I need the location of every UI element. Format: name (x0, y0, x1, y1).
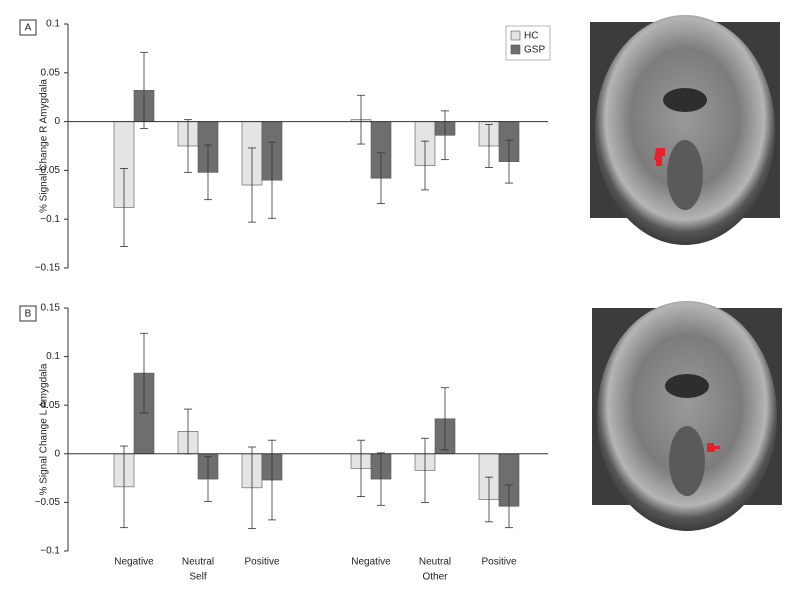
error-bar (441, 387, 449, 451)
x-tick-label: Positive (244, 557, 279, 568)
group-label: Self (189, 572, 206, 583)
x-tick-label: Neutral (182, 557, 214, 568)
y-axis-label: % Signal Change L Amygdala (39, 363, 50, 495)
brain-image-a (590, 15, 780, 245)
error-bar (184, 119, 192, 173)
y-tick-label: 0.05 (41, 400, 61, 411)
error-bar (421, 437, 429, 503)
legend-swatch (510, 30, 521, 41)
error-bar (505, 484, 513, 529)
error-bar (120, 168, 128, 247)
error-bar (204, 456, 212, 502)
error-bar (248, 446, 256, 530)
error-bar (140, 332, 148, 414)
y-tick-label: −0.05 (35, 497, 61, 508)
panel-label: B (25, 309, 32, 320)
y-tick-label: −0.05 (35, 165, 61, 176)
x-tick-label: Neutral (419, 557, 451, 568)
error-bar (357, 94, 365, 145)
y-tick-label: −0.1 (40, 214, 60, 225)
panel-box (19, 19, 37, 36)
error-bar (505, 139, 513, 184)
error-bar (268, 439, 276, 521)
error-bar (120, 445, 128, 529)
group-label: Other (422, 572, 448, 583)
error-bar (184, 408, 192, 455)
error-bar (441, 110, 449, 161)
y-tick-label: 0 (54, 116, 60, 127)
error-bar (268, 141, 276, 219)
y-tick-label: 0.1 (46, 19, 60, 30)
error-bar (377, 152, 385, 204)
y-axis-label: % Signal Change R Amygdala (39, 79, 50, 213)
legend-label: GSP (524, 45, 545, 56)
panel-box (19, 305, 37, 322)
error-bar (140, 51, 148, 129)
y-tick-label: −0.15 (35, 263, 61, 274)
error-bar (204, 144, 212, 201)
y-tick-label: −0.1 (40, 546, 60, 557)
y-tick-label: 0.1 (46, 351, 60, 362)
brain-image-b (592, 301, 782, 531)
x-tick-label: Positive (481, 557, 516, 568)
error-bar (421, 140, 429, 191)
error-bar (357, 439, 365, 497)
y-tick-label: 0.05 (41, 67, 61, 78)
error-bar (248, 147, 256, 223)
error-bar (377, 452, 385, 506)
y-tick-label: 0 (54, 448, 60, 459)
error-bar (485, 124, 493, 168)
panel-label: A (25, 23, 32, 34)
x-tick-label: Negative (114, 557, 154, 568)
x-tick-label: Negative (351, 557, 391, 568)
legend-label: HC (524, 31, 538, 42)
legend-swatch (510, 44, 521, 55)
y-tick-label: 0.15 (41, 303, 61, 314)
error-bar (485, 476, 493, 523)
